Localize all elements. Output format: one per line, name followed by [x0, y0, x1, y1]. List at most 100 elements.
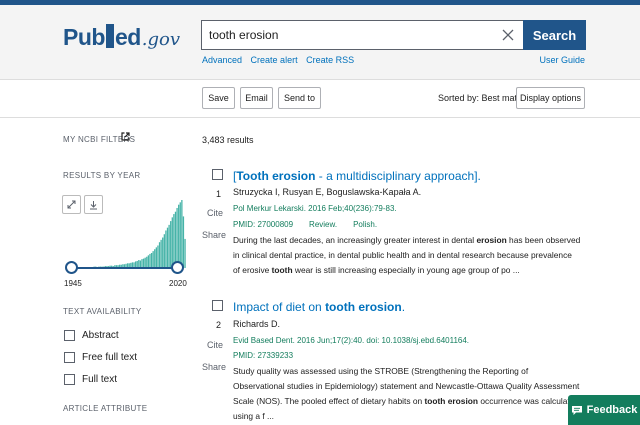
histogram-bar[interactable]: [184, 238, 186, 268]
histogram-bar[interactable]: [109, 265, 111, 268]
year-histogram[interactable]: [68, 198, 186, 268]
logo-gov: .gov: [141, 29, 181, 50]
result-title[interactable]: [Tooth erosion - a multidisciplinary app…: [233, 169, 481, 183]
results-toolbar: Save Email Send to Sorted by: Best match…: [0, 81, 640, 118]
histogram-bar[interactable]: [158, 242, 161, 268]
year-start-label: 1945: [64, 279, 82, 288]
histogram-bar[interactable]: [122, 264, 124, 268]
search-links: Advanced Create alert Create RSS: [202, 55, 360, 65]
user-guide-link[interactable]: User Guide: [539, 55, 585, 65]
histogram-bar[interactable]: [149, 253, 151, 268]
pubmed-logo[interactable]: Pub ed .gov: [63, 21, 180, 51]
feedback-button[interactable]: Feedback: [568, 395, 640, 425]
checkbox[interactable]: [64, 352, 75, 363]
histogram-bar[interactable]: [174, 211, 177, 268]
histogram-bar[interactable]: [111, 265, 113, 268]
filter-label: Free full text: [82, 352, 138, 363]
histogram-bar[interactable]: [128, 263, 130, 268]
external-link-icon[interactable]: [121, 132, 130, 141]
histogram-bar[interactable]: [173, 214, 175, 268]
histogram-bar[interactable]: [138, 260, 140, 268]
histogram-bar[interactable]: [157, 245, 159, 268]
histogram-bar[interactable]: [171, 217, 173, 268]
histogram-bar[interactable]: [181, 200, 183, 268]
result-citation: Pol Merkur Lekarski. 2016 Feb;40(236):79…: [233, 204, 397, 213]
histogram-bar[interactable]: [147, 255, 150, 268]
histogram-bar[interactable]: [115, 265, 118, 268]
cite-button[interactable]: Cite: [207, 340, 224, 350]
download-chart-button[interactable]: [84, 195, 103, 214]
clear-icon[interactable]: [501, 27, 515, 43]
download-icon: [90, 200, 97, 209]
search-button[interactable]: Search: [523, 20, 586, 50]
histogram-bar[interactable]: [162, 237, 164, 268]
language: Polish.: [353, 220, 378, 229]
year-start-handle[interactable]: [65, 261, 78, 274]
histogram-bar[interactable]: [168, 224, 170, 268]
histogram-bar[interactable]: [125, 263, 127, 268]
histogram-bar[interactable]: [127, 263, 129, 268]
histogram-bar[interactable]: [179, 202, 181, 268]
histogram-bar[interactable]: [114, 265, 116, 268]
histogram-bar[interactable]: [182, 216, 185, 268]
histogram-bar[interactable]: [119, 264, 121, 268]
share-button[interactable]: Share: [202, 362, 227, 372]
histogram-bar[interactable]: [142, 258, 145, 268]
histogram-bar[interactable]: [117, 265, 119, 268]
year-end-handle[interactable]: [171, 261, 184, 274]
title-highlight: Tooth erosion: [236, 169, 316, 183]
title-part: .: [401, 300, 406, 314]
histogram-bar[interactable]: [166, 227, 169, 268]
histogram-bar[interactable]: [134, 261, 137, 268]
filter-abstract[interactable]: Abstract: [64, 330, 119, 341]
histogram-bar[interactable]: [152, 251, 154, 268]
histogram-bar[interactable]: [130, 262, 132, 268]
histogram-bar[interactable]: [144, 257, 146, 268]
histogram-bar[interactable]: [150, 252, 153, 268]
histogram-bar[interactable]: [123, 264, 126, 268]
histogram-bar[interactable]: [131, 262, 134, 268]
advanced-link[interactable]: Advanced: [202, 55, 243, 65]
create-rss-link[interactable]: Create RSS: [306, 55, 355, 65]
share-button[interactable]: Share: [202, 230, 227, 240]
display-options-button[interactable]: Display options: [516, 87, 585, 109]
histogram-bar[interactable]: [178, 204, 180, 268]
filter-full-text[interactable]: Full text: [64, 374, 117, 385]
create-alert-link[interactable]: Create alert: [250, 55, 298, 65]
sort-order-label[interactable]: Sorted by: Best match: [438, 93, 527, 103]
my-ncbi-filters-heading[interactable]: MY NCBI FILTERS: [63, 135, 136, 144]
snippet-part: has been observed in clinical dental pra…: [233, 235, 581, 275]
histogram-bar[interactable]: [170, 221, 172, 268]
comment-icon: [571, 405, 582, 415]
histogram-bar[interactable]: [160, 239, 162, 268]
histogram-bar[interactable]: [120, 264, 122, 268]
cite-button[interactable]: Cite: [207, 208, 224, 218]
send-to-button[interactable]: Send to: [278, 87, 321, 109]
result-checkbox[interactable]: [212, 169, 223, 180]
histogram-bar[interactable]: [133, 262, 135, 268]
article-attribute-heading: ARTICLE ATTRIBUTE: [63, 404, 148, 413]
histogram-bar[interactable]: [163, 234, 165, 268]
checkbox[interactable]: [64, 330, 75, 341]
histogram-bar[interactable]: [154, 249, 156, 268]
result-snippet: Study quality was assessed using the STR…: [233, 364, 581, 424]
histogram-bar[interactable]: [155, 247, 157, 268]
checkbox[interactable]: [64, 374, 75, 385]
feedback-label: Feedback: [586, 404, 638, 416]
save-button[interactable]: Save: [202, 87, 235, 109]
histogram-bar[interactable]: [176, 207, 178, 268]
search-input[interactable]: [202, 21, 492, 49]
email-button[interactable]: Email: [240, 87, 273, 109]
filter-free-full-text[interactable]: Free full text: [64, 352, 137, 363]
histogram-bar[interactable]: [165, 230, 167, 268]
pmid: PMID: 27339233: [233, 351, 294, 360]
histogram-bar[interactable]: [146, 256, 148, 268]
result-title[interactable]: Impact of diet on tooth erosion.: [233, 300, 405, 314]
histogram-bar[interactable]: [139, 260, 142, 269]
publication-type: Review.: [309, 220, 338, 229]
histogram-bar[interactable]: [136, 260, 138, 268]
histogram-bar[interactable]: [141, 259, 143, 268]
expand-chart-button[interactable]: [62, 195, 81, 214]
snippet-highlight: tooth erosion: [424, 396, 479, 406]
result-checkbox[interactable]: [212, 300, 223, 311]
